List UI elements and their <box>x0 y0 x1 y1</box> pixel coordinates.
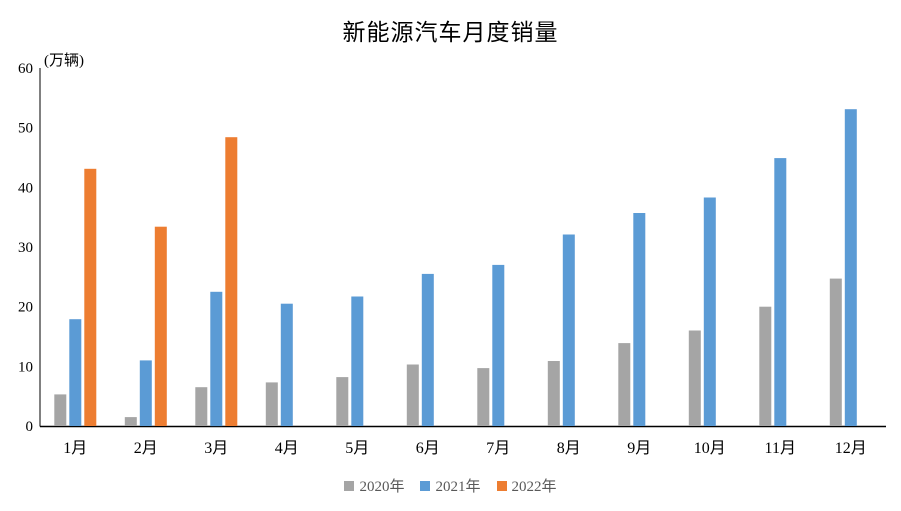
legend-swatch-2020-icon <box>344 480 355 491</box>
bar-2020年-4月 <box>265 382 278 426</box>
y-axis-tick-label-0: 0 <box>26 419 34 435</box>
bar-2021年-10月 <box>703 197 716 426</box>
y-axis-tick-label-50: 50 <box>18 121 33 137</box>
y-axis-tick-label-40: 40 <box>18 180 33 196</box>
legend-label-2020: 2020年 <box>359 479 405 495</box>
legend-swatch-2021-icon <box>420 480 431 491</box>
bar-2022年-3月 <box>225 137 238 426</box>
chart-title: 新能源汽车月度销量 <box>342 20 559 45</box>
bar-2021年-12月 <box>844 109 857 426</box>
x-axis-tick-label-9月: 9月 <box>627 440 651 457</box>
bar-2020年-9月 <box>618 343 631 426</box>
y-axis-unit-label: (万辆) <box>44 52 84 69</box>
x-axis-tick-label-11月: 11月 <box>765 440 796 457</box>
bar-2020年-11月 <box>759 306 772 426</box>
bar-2020年-12月 <box>829 278 842 426</box>
bar-2021年-3月 <box>210 291 223 427</box>
bar-2021年-9月 <box>633 213 646 426</box>
bar-2020年-6月 <box>406 364 419 426</box>
bar-2020年-1月 <box>54 394 67 426</box>
x-axis-tick-label-1月: 1月 <box>63 440 87 457</box>
bar-2020年-2月 <box>124 417 137 426</box>
bar-2020年-10月 <box>688 330 701 426</box>
bar-2021年-7月 <box>492 264 505 426</box>
legend-item-2020: 2020年 <box>344 475 404 496</box>
y-axis-tick-label-10: 10 <box>18 359 33 375</box>
x-axis-tick-label-5月: 5月 <box>345 440 369 457</box>
bar-2022年-1月 <box>84 168 97 427</box>
legend-item-2021: 2021年 <box>420 475 481 496</box>
legend-item-2022: 2022年 <box>496 475 557 496</box>
y-axis-tick-label-20: 20 <box>18 300 33 316</box>
bar-2020年-8月 <box>547 361 560 426</box>
x-axis-tick-label-10月: 10月 <box>694 440 726 457</box>
bar-2021年-2月 <box>139 360 152 426</box>
bar-2020年-3月 <box>195 387 208 426</box>
bar-chart-plot: 0 10 20 30 40 50 60 (万辆) 1月 2月 3月 4月 5月 6月 7月 8月 9月 10月 11… <box>18 52 886 457</box>
bar-2021年-11月 <box>774 158 787 426</box>
x-axis-tick-label-7月: 7月 <box>486 440 510 457</box>
bar-2020年-7月 <box>477 368 490 426</box>
bar-2021年-8月 <box>562 234 575 426</box>
legend-label-2021: 2021年 <box>435 479 481 495</box>
y-axis-tick-label-60: 60 <box>18 61 33 77</box>
bar-2021年-5月 <box>351 296 364 426</box>
legend-swatch-2022-icon <box>496 480 507 491</box>
x-axis-tick-label-6月: 6月 <box>416 440 440 457</box>
x-axis-tick-label-8月: 8月 <box>557 440 581 457</box>
x-axis-tick-label-4月: 4月 <box>275 440 299 457</box>
legend-label-2022: 2022年 <box>511 479 557 495</box>
chart-legend: 2020年 2021年 2022年 <box>0 475 901 496</box>
y-axis-tick-label-30: 30 <box>18 240 33 256</box>
bar-2021年-1月 <box>69 319 82 426</box>
x-axis-tick-label-3月: 3月 <box>204 440 228 457</box>
bar-2022年-2月 <box>154 226 167 426</box>
x-axis-tick-label-12月: 12月 <box>835 440 867 457</box>
bar-2021年-6月 <box>421 273 434 426</box>
x-axis-tick-label-2月: 2月 <box>134 440 158 457</box>
bar-2021年-4月 <box>280 303 293 426</box>
bar-2020年-5月 <box>336 377 349 426</box>
